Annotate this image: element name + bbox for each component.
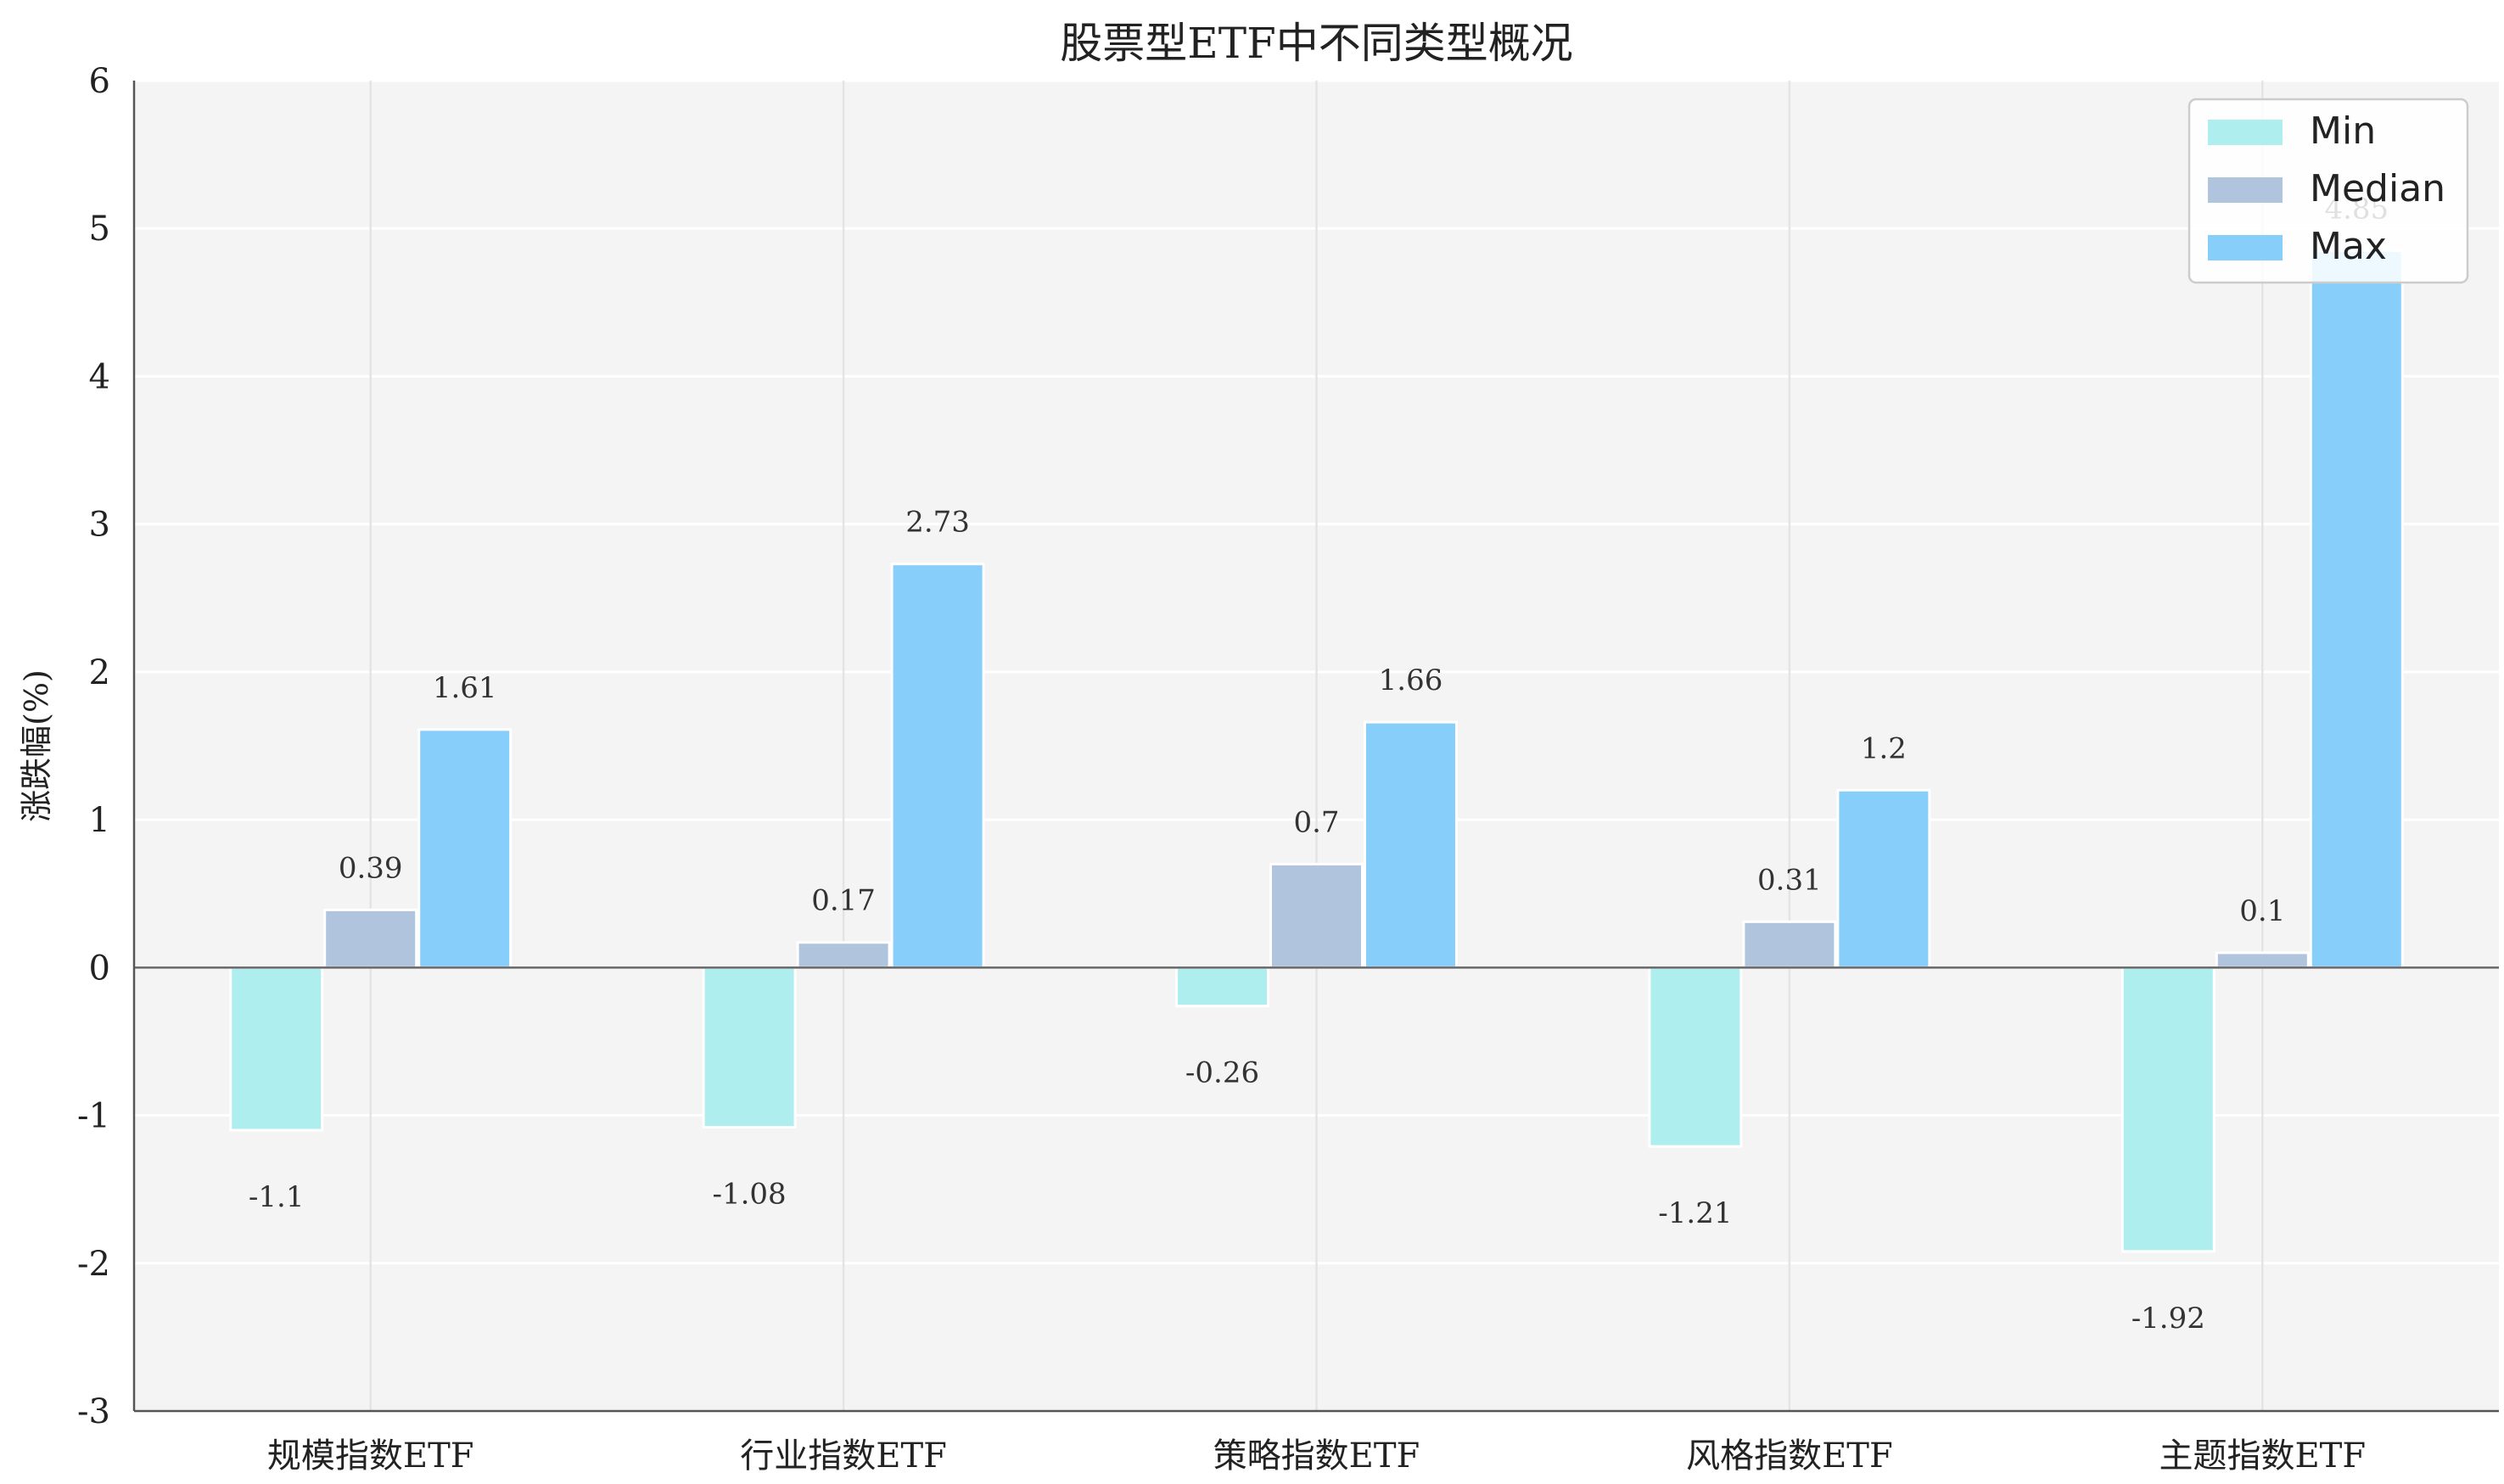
bars (229, 249, 2404, 1253)
legend-label: Min (2310, 109, 2376, 153)
x-tick-label: 风格指数ETF (1686, 1436, 1893, 1476)
data-label: -0.26 (1185, 1056, 1259, 1090)
legend-swatch (2208, 235, 2283, 260)
bar-median (796, 941, 891, 969)
chart-title: 股票型ETF中不同类型概况 (1060, 19, 1573, 68)
legend-label: Median (2310, 167, 2445, 210)
y-tick-label: 1 (89, 801, 110, 840)
legend: Min Median Max (2187, 98, 2469, 284)
data-label: -1.21 (1658, 1196, 1732, 1230)
y-tick-label: -2 (77, 1245, 110, 1284)
bar-max (1364, 720, 1458, 969)
y-tick-label: -1 (77, 1097, 110, 1136)
bar-median (2215, 951, 2310, 969)
x-tick-label: 行业指数ETF (740, 1436, 947, 1476)
y-tick-label: -3 (77, 1392, 110, 1431)
data-label: 1.61 (433, 671, 497, 705)
bar-median (1269, 862, 1364, 969)
bar-max (1836, 788, 1931, 969)
bar-median (323, 908, 418, 969)
y-tick-label: 5 (89, 210, 110, 249)
y-axis-title: 涨跌幅(%) (18, 669, 55, 822)
data-label: 0.17 (811, 884, 876, 918)
x-tick-label: 规模指数ETF (267, 1436, 474, 1476)
bar-min (702, 966, 797, 1128)
y-tick-label: 0 (89, 949, 110, 988)
data-label: 1.2 (1861, 731, 1907, 765)
data-label: 0.39 (339, 851, 403, 885)
bar-max (890, 563, 985, 969)
x-tick-label: 策略指数ETF (1213, 1436, 1420, 1476)
bar-min (229, 966, 324, 1132)
axes: -3 -2 -1 0 1 2 3 4 5 6 规模指数ETF 行业指数ETF 策略指数ETF 风格指数ET… (77, 62, 2499, 1476)
data-label: 0.7 (1293, 805, 1339, 839)
data-label: -1.1 (249, 1180, 305, 1214)
y-tick-label: 3 (89, 506, 110, 545)
x-tick-label: 主题指数ETF (2159, 1436, 2366, 1476)
y-tick-label: 6 (89, 62, 110, 101)
data-label: 2.73 (905, 506, 970, 540)
bar-median (1742, 920, 1837, 969)
bar-min (2120, 966, 2216, 1253)
data-label: -1.92 (2131, 1302, 2205, 1336)
data-label: 0.31 (1757, 863, 1822, 897)
data-label: 0.1 (2239, 894, 2285, 928)
legend-swatch (2208, 120, 2283, 145)
y-tick-label: 4 (89, 357, 110, 396)
bar-min (1648, 966, 1743, 1148)
legend-label: Max (2310, 225, 2387, 268)
legend-swatch (2208, 177, 2283, 203)
bar-max (2309, 249, 2404, 969)
data-label: 1.66 (1379, 664, 1443, 697)
data-labels: -1.1 -1.08 -0.26 -1.21 -1.92 0.39 0.17 0.7 0.31 0… (249, 192, 2389, 1335)
grid (134, 79, 2499, 1413)
bar-max (417, 728, 513, 969)
data-label: -1.08 (712, 1177, 786, 1211)
y-tick-label: 2 (89, 653, 110, 692)
bar-min (1175, 966, 1269, 1008)
